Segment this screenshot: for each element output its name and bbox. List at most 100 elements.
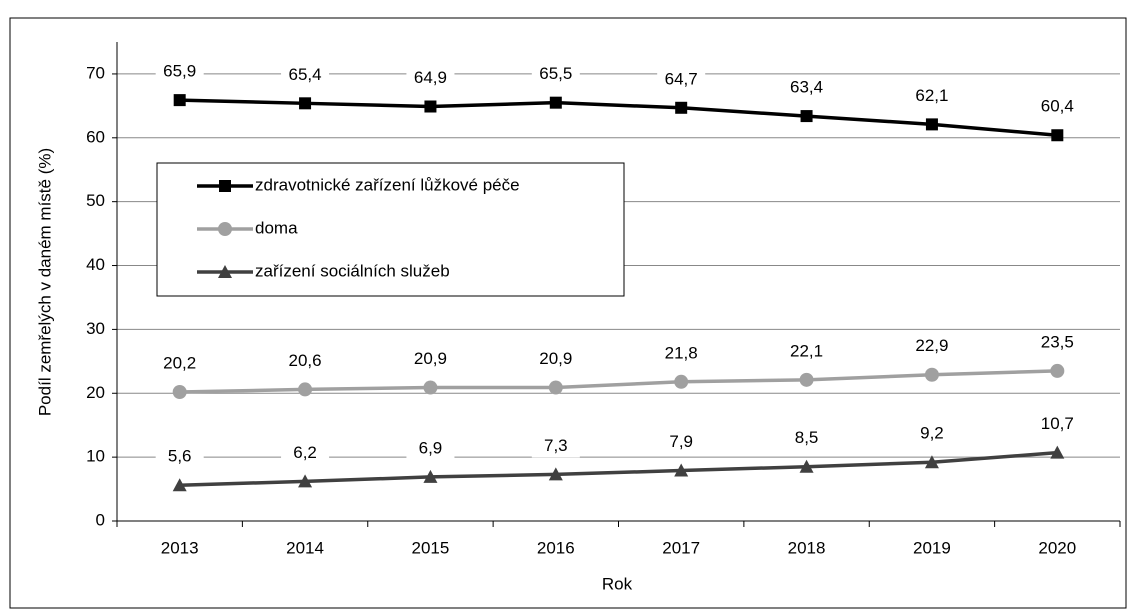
data-label: 7,9 bbox=[669, 432, 693, 451]
data-label: 20,9 bbox=[414, 349, 447, 368]
data-label: 6,9 bbox=[419, 438, 443, 457]
data-point bbox=[172, 384, 187, 399]
y-tick-label: 10 bbox=[86, 447, 105, 466]
label-bg bbox=[907, 335, 956, 358]
label-bg bbox=[155, 352, 204, 375]
data-point bbox=[675, 101, 688, 114]
data-point bbox=[674, 463, 689, 477]
data-label: 65,4 bbox=[289, 65, 322, 84]
data-label: 64,7 bbox=[665, 69, 698, 88]
x-tick-label: 2019 bbox=[913, 538, 951, 557]
data-point bbox=[548, 380, 563, 395]
series-line bbox=[179, 98, 1058, 137]
data-label: 5,6 bbox=[168, 447, 192, 466]
data-point bbox=[924, 455, 939, 469]
data-point bbox=[173, 94, 186, 107]
legend-marker bbox=[219, 180, 231, 192]
legend-label: doma bbox=[255, 218, 298, 237]
legend-marker bbox=[218, 222, 232, 236]
legend-label: zdravotnické zařízení lůžkové péče bbox=[255, 175, 520, 194]
label-bg bbox=[155, 446, 204, 469]
data-point bbox=[424, 100, 437, 113]
data-point bbox=[1051, 129, 1064, 142]
x-tick-label: 2020 bbox=[1038, 538, 1076, 557]
data-point bbox=[548, 467, 563, 481]
data-point bbox=[549, 96, 562, 109]
data-point bbox=[298, 382, 313, 397]
label-bg bbox=[281, 64, 330, 87]
y-tick-label: 60 bbox=[86, 127, 105, 146]
label-bg bbox=[657, 431, 706, 454]
label-bg bbox=[406, 67, 455, 90]
data-label: 7,3 bbox=[544, 436, 568, 455]
legend-label: zařízení sociálních služeb bbox=[255, 261, 450, 280]
data-label: 10,7 bbox=[1041, 414, 1074, 433]
label-bg bbox=[531, 435, 580, 458]
data-label: 63,4 bbox=[790, 78, 823, 97]
y-tick-label: 50 bbox=[86, 191, 105, 210]
data-label: 64,9 bbox=[414, 68, 447, 87]
label-bg bbox=[281, 442, 330, 465]
label-bg bbox=[907, 85, 956, 108]
data-label: 20,2 bbox=[163, 353, 196, 372]
label-bg bbox=[155, 61, 204, 84]
label-bg bbox=[907, 423, 956, 446]
series-line bbox=[179, 369, 1058, 394]
label-bg bbox=[782, 427, 831, 450]
data-label: 65,5 bbox=[539, 64, 572, 83]
data-label: 23,5 bbox=[1041, 332, 1074, 351]
data-point bbox=[298, 474, 313, 488]
label-bg bbox=[1033, 96, 1082, 119]
y-tick-label: 40 bbox=[86, 255, 105, 274]
data-label: 22,1 bbox=[790, 341, 823, 360]
label-bg bbox=[1033, 413, 1082, 436]
data-label: 21,8 bbox=[665, 343, 698, 362]
data-label: 62,1 bbox=[915, 86, 948, 105]
label-bg bbox=[1033, 331, 1082, 354]
label-bg bbox=[406, 437, 455, 460]
data-point bbox=[299, 97, 312, 110]
y-tick-label: 20 bbox=[86, 383, 105, 402]
data-point bbox=[172, 478, 187, 492]
label-bg bbox=[531, 348, 580, 371]
label-bg bbox=[531, 63, 580, 86]
data-label: 6,2 bbox=[293, 443, 317, 462]
data-point bbox=[1050, 445, 1065, 459]
data-label: 20,6 bbox=[289, 351, 322, 370]
data-point bbox=[924, 367, 939, 382]
x-tick-label: 2015 bbox=[412, 538, 450, 557]
y-tick-label: 0 bbox=[96, 510, 105, 529]
label-bg bbox=[782, 340, 831, 363]
data-point bbox=[423, 469, 438, 483]
label-bg bbox=[281, 350, 330, 373]
label-bg bbox=[657, 342, 706, 365]
series-line bbox=[179, 450, 1058, 487]
x-axis-label: Rok bbox=[602, 574, 633, 593]
data-point bbox=[674, 374, 689, 389]
data-point bbox=[800, 110, 813, 123]
x-tick-label: 2016 bbox=[537, 538, 575, 557]
data-label: 8,5 bbox=[795, 428, 819, 447]
data-label: 20,9 bbox=[539, 349, 572, 368]
data-label: 22,9 bbox=[915, 336, 948, 355]
data-label: 9,2 bbox=[920, 424, 944, 443]
chart-frame bbox=[9, 17, 1127, 609]
y-axis-label: Podíl zemřelých v daném místě (%) bbox=[35, 148, 54, 416]
data-point bbox=[799, 459, 814, 473]
label-bg bbox=[406, 348, 455, 371]
label-bg bbox=[782, 77, 831, 100]
x-tick-label: 2013 bbox=[161, 538, 199, 557]
x-tick-label: 2014 bbox=[286, 538, 324, 557]
data-point bbox=[423, 380, 438, 395]
y-tick-label: 70 bbox=[86, 63, 105, 82]
legend-marker bbox=[218, 265, 232, 278]
x-tick-label: 2018 bbox=[788, 538, 826, 557]
label-bg bbox=[657, 68, 706, 91]
y-tick-label: 30 bbox=[86, 319, 105, 338]
data-point bbox=[925, 118, 938, 131]
data-point bbox=[799, 372, 814, 387]
data-label: 60,4 bbox=[1041, 97, 1074, 116]
data-point bbox=[1050, 363, 1065, 378]
x-tick-label: 2017 bbox=[662, 538, 700, 557]
